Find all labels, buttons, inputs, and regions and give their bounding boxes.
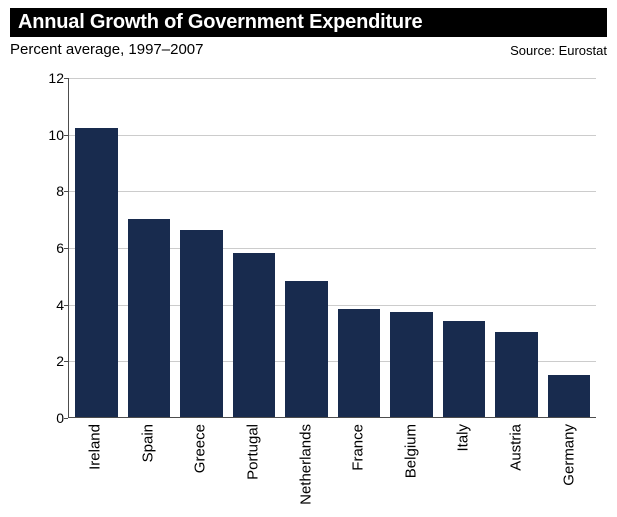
source-label: Source: [510,43,555,58]
x-label-slot: Netherlands [284,424,327,504]
bar [75,128,118,417]
x-label-slot: Italy [442,424,485,504]
bars-container [69,78,596,417]
chart-title-bar: Annual Growth of Government Expenditure [10,8,607,37]
x-tick-label: France [350,424,367,471]
x-tick-label: Italy [455,424,472,452]
y-tick-label: 6 [36,240,64,256]
chart-title: Annual Growth of Government Expenditure [18,11,422,33]
chart-meta-row: Percent average, 1997–2007 Source: Euros… [10,41,607,58]
y-tick-label: 4 [36,297,64,313]
y-tick-mark [64,418,68,419]
y-tick-label: 0 [36,410,64,426]
x-label-slot: Austria [495,424,538,504]
chart-source: Source: Eurostat [510,43,607,58]
x-label-slot: Belgium [390,424,433,504]
x-tick-label: Austria [508,424,525,471]
x-tick-label: Ireland [87,424,104,470]
bar [390,312,433,417]
bar [443,321,486,417]
x-label-slot: Ireland [74,424,117,504]
y-tick-label: 8 [36,183,64,199]
bar-slot [233,253,276,417]
y-tick-label: 12 [36,70,64,86]
x-tick-label: Portugal [245,424,262,480]
x-label-slot: France [337,424,380,504]
bar-slot [443,321,486,417]
bar [338,309,381,417]
bar-slot [390,312,433,417]
x-label-slot: Greece [179,424,222,504]
bar-slot [548,375,591,418]
bar-slot [75,128,118,417]
y-tick-label: 2 [36,353,64,369]
bar-slot [128,219,171,417]
y-tick-label: 10 [36,127,64,143]
x-axis-labels: Ireland Spain Greece Portugal Netherlands Fra… [68,424,596,504]
bar-slot [180,230,223,417]
chart-subtitle: Percent average, 1997–2007 [10,41,203,58]
bar-slot [285,281,328,417]
bar-slot [338,309,381,417]
x-tick-label: Netherlands [297,424,314,505]
x-tick-label: Germany [560,424,577,486]
bar [285,281,328,417]
bar [128,219,171,417]
x-label-slot: Germany [547,424,590,504]
bar [233,253,276,417]
x-tick-label: Belgium [402,424,419,478]
bar [180,230,223,417]
x-tick-label: Spain [139,424,156,462]
bar [548,375,591,418]
x-tick-label: Greece [192,424,209,473]
plot-region [68,78,596,418]
x-label-slot: Spain [127,424,170,504]
bar-slot [495,332,538,417]
x-label-slot: Portugal [232,424,275,504]
chart-area: 024681012 IrelandSpainGreecePortugalNeth… [46,78,596,508]
figure: Annual Growth of Government Expenditure … [0,0,617,517]
bar [495,332,538,417]
source-value: Eurostat [559,43,607,58]
